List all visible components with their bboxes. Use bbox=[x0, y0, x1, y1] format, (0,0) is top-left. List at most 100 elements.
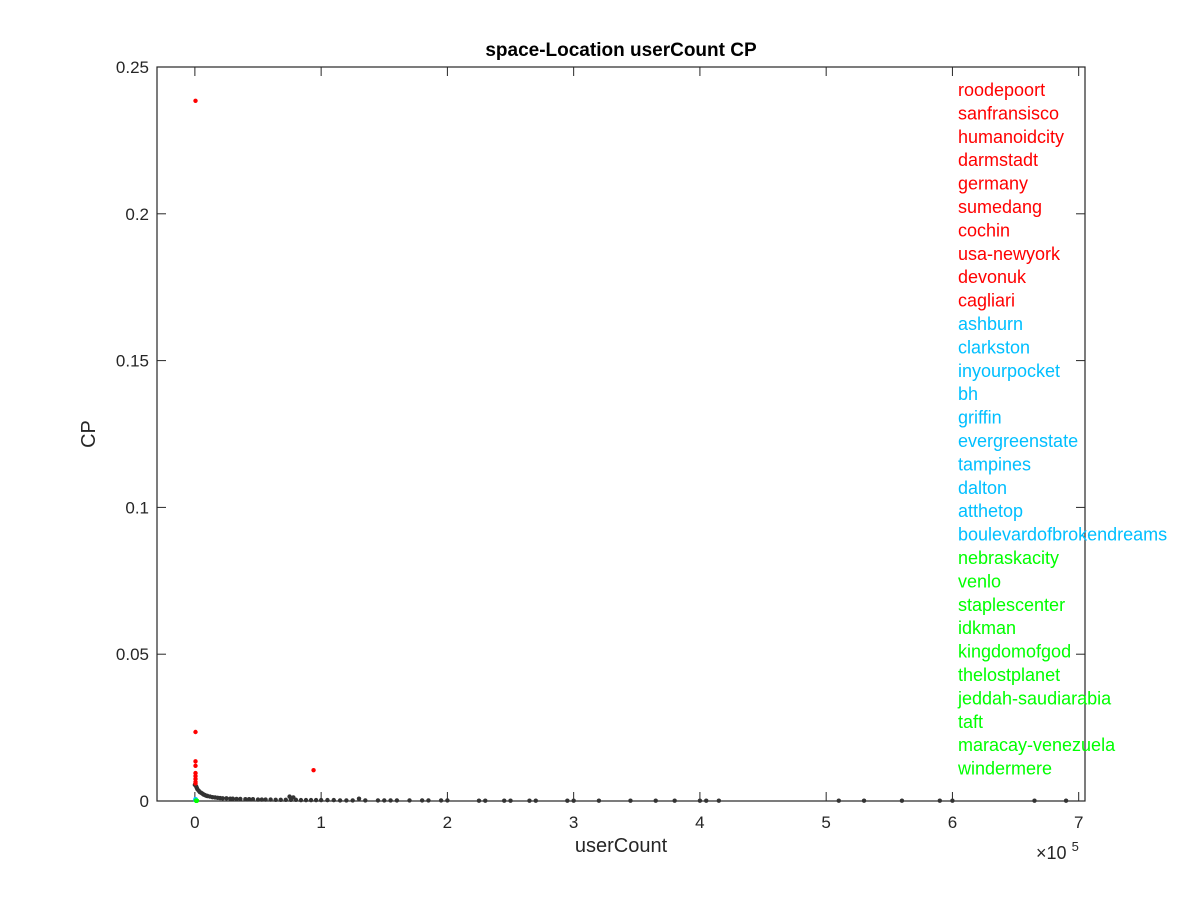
data-point bbox=[508, 798, 513, 803]
data-point bbox=[375, 798, 381, 803]
data-point bbox=[238, 796, 243, 802]
legend-entry: atthetop bbox=[958, 501, 1023, 521]
data-point bbox=[363, 798, 368, 803]
x-tick-label: 6 bbox=[948, 813, 957, 832]
legend-entry: humanoidcity bbox=[958, 127, 1064, 147]
data-point bbox=[193, 98, 198, 103]
x-tick-label: 1 bbox=[316, 813, 325, 832]
x-exponent-label: ×10 5 bbox=[1036, 839, 1079, 863]
legend: roodepoort sanfransisco humanoidcity darmst… bbox=[957, 80, 1167, 779]
data-point bbox=[836, 798, 841, 803]
data-point bbox=[950, 798, 955, 803]
legend-entry: sumedang bbox=[958, 197, 1042, 217]
data-point bbox=[1063, 798, 1069, 803]
legend-entry: boulevardofbrokendreams bbox=[958, 525, 1167, 545]
legend-entry: thelostplanet bbox=[958, 665, 1060, 685]
chart-title: space-Location userCount CP bbox=[485, 40, 757, 61]
data-point bbox=[596, 798, 602, 803]
data-point bbox=[704, 798, 709, 803]
data-point bbox=[502, 798, 507, 803]
data-point bbox=[255, 797, 261, 802]
data-point bbox=[344, 798, 349, 803]
y-tick-label: 0.2 bbox=[125, 205, 149, 224]
x-tick-label: 5 bbox=[821, 813, 830, 832]
legend-entry: griffin bbox=[958, 408, 1002, 428]
data-point bbox=[653, 798, 658, 803]
data-point bbox=[445, 798, 450, 803]
data-point bbox=[193, 763, 198, 768]
x-exponent-power: 5 bbox=[1072, 839, 1079, 854]
y-tick-label: 0.05 bbox=[116, 645, 149, 664]
legend-entry: evergreenstate bbox=[958, 431, 1078, 451]
data-point bbox=[350, 798, 355, 803]
data-point bbox=[250, 797, 256, 802]
legend-entry: bh bbox=[958, 384, 978, 404]
data-point bbox=[287, 794, 292, 799]
plot-area bbox=[156, 66, 1086, 802]
legend-entry: usa-newyork bbox=[958, 244, 1061, 264]
legend-entry: dalton bbox=[958, 478, 1007, 498]
legend-entry: staplescenter bbox=[958, 595, 1065, 615]
y-axis: 0 0.05 0.1 0.15 0.2 0.25 bbox=[116, 58, 1085, 811]
legend-entry: cagliari bbox=[958, 291, 1015, 311]
data-point bbox=[311, 767, 316, 773]
legend-entry: nebraskacity bbox=[958, 548, 1059, 568]
data-point bbox=[224, 796, 229, 801]
x-axis: 0 1 2 3 4 5 6 7 bbox=[190, 67, 1083, 832]
data-point bbox=[331, 797, 336, 803]
legend-entry: maracay-venezuela bbox=[958, 735, 1116, 755]
data-point bbox=[899, 798, 905, 803]
data-point bbox=[193, 781, 198, 786]
data-point bbox=[356, 796, 362, 801]
data-point bbox=[527, 798, 532, 803]
x-axis-label: userCount bbox=[575, 835, 668, 857]
data-point bbox=[313, 797, 319, 803]
data-point bbox=[407, 798, 412, 803]
y-axis-label: CP bbox=[78, 420, 100, 448]
legend-entry: roodepoort bbox=[958, 80, 1045, 100]
data-point bbox=[937, 798, 943, 803]
x-tick-label: 0 bbox=[190, 813, 199, 832]
data-point bbox=[483, 798, 488, 803]
data-point bbox=[283, 797, 288, 803]
legend-entry: inyourpocket bbox=[958, 361, 1060, 381]
data-point bbox=[861, 798, 867, 803]
data-point bbox=[438, 798, 444, 803]
legend-entry: devonuk bbox=[958, 267, 1027, 287]
data-points bbox=[192, 98, 1069, 803]
legend-entry: cochin bbox=[958, 220, 1010, 240]
data-point bbox=[565, 798, 570, 803]
data-point bbox=[697, 798, 703, 803]
data-point bbox=[325, 797, 330, 803]
legend-entry: clarkston bbox=[958, 337, 1030, 357]
legend-entry: sanfransisco bbox=[958, 103, 1059, 123]
y-tick-label: 0 bbox=[140, 792, 149, 811]
data-point bbox=[337, 798, 343, 803]
data-point bbox=[476, 798, 482, 803]
y-tick-label: 0.25 bbox=[116, 58, 149, 77]
x-tick-label: 7 bbox=[1074, 813, 1083, 832]
data-point bbox=[193, 729, 198, 735]
data-point bbox=[419, 798, 425, 803]
data-point bbox=[193, 798, 199, 803]
data-point bbox=[308, 797, 314, 803]
legend-entry: darmstadt bbox=[958, 150, 1038, 170]
legend-entry: tampines bbox=[958, 454, 1031, 474]
x-tick-label: 4 bbox=[695, 813, 704, 832]
data-point bbox=[230, 796, 235, 801]
x-exponent-base: ×10 bbox=[1036, 843, 1067, 863]
data-point bbox=[263, 797, 268, 802]
legend-entry: idkman bbox=[958, 618, 1016, 638]
data-point bbox=[303, 797, 309, 803]
data-point bbox=[394, 798, 400, 803]
data-point bbox=[672, 798, 677, 803]
legend-entry: germany bbox=[958, 174, 1028, 194]
data-point bbox=[246, 797, 252, 802]
data-point bbox=[291, 795, 296, 800]
data-point bbox=[298, 797, 304, 803]
data-point bbox=[426, 798, 431, 803]
data-point bbox=[268, 797, 273, 802]
legend-entry: taft bbox=[958, 712, 983, 732]
data-point bbox=[193, 759, 198, 764]
